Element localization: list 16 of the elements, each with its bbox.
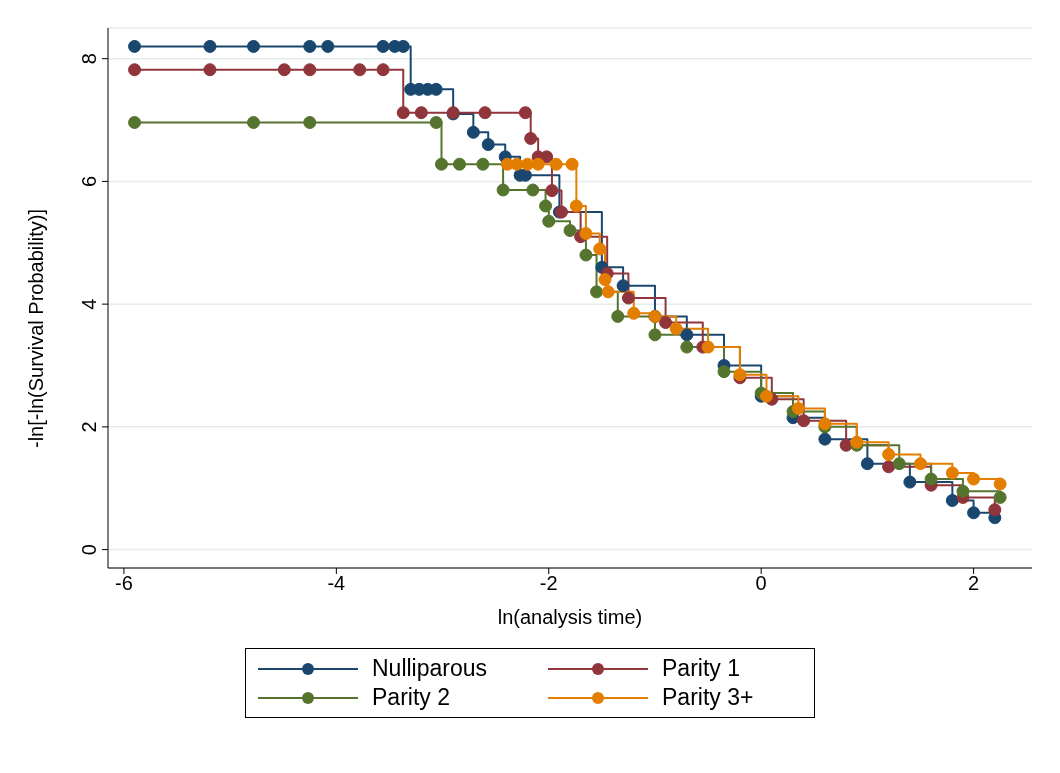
x-tick-label: 0	[755, 572, 767, 595]
y-tick-label: 4	[78, 298, 100, 310]
y-tick-label: 8	[78, 53, 100, 65]
x-tick-label: -6	[115, 572, 133, 595]
y-tick-label: 0	[78, 544, 100, 556]
y-tick-label: 6	[78, 175, 100, 187]
x-tick-label: -4	[327, 572, 346, 595]
x-tick-label: -2	[539, 572, 558, 595]
x-axis-title: ln(analysis time)	[497, 606, 643, 628]
x-tick-label: 2	[968, 572, 980, 595]
legend-label: Parity 3+	[662, 684, 755, 711]
legend-label: Parity 1	[662, 655, 741, 682]
y-tick-label: 2	[78, 421, 100, 433]
y-axis-title: -ln[-ln(Survival Probability)]	[25, 209, 48, 448]
legend-label: Nulliparous	[372, 655, 489, 682]
legend-label: Parity 2	[372, 684, 451, 711]
